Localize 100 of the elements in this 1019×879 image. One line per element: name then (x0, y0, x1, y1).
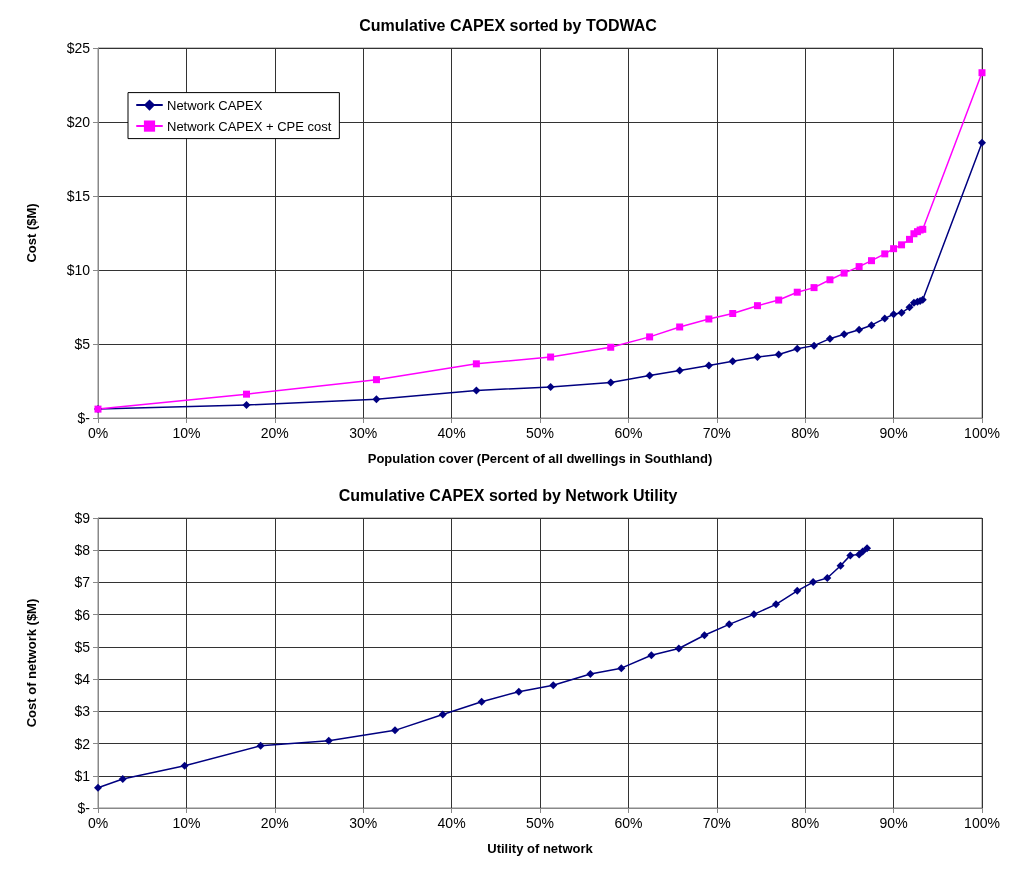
point (898, 241, 906, 249)
point (897, 308, 906, 317)
point (840, 269, 848, 277)
point (823, 573, 832, 582)
y-tick-label: $20 (66, 114, 91, 130)
point (472, 386, 481, 395)
y-tick-label: $5 (74, 336, 91, 352)
point (867, 321, 876, 330)
point (391, 726, 400, 735)
x-tick-label: 50% (525, 425, 555, 441)
point (676, 323, 684, 331)
point (606, 378, 615, 387)
point (549, 681, 558, 690)
point (94, 783, 102, 792)
point (725, 620, 734, 629)
legend-label: Network CAPEX (167, 97, 263, 113)
point (704, 361, 713, 370)
point (586, 669, 595, 678)
point (675, 366, 684, 375)
point (546, 382, 555, 391)
x-tick-label: 10% (172, 815, 201, 831)
y-tick-label: $10 (66, 262, 91, 278)
y-tick-label: $4 (74, 671, 91, 688)
point (547, 353, 555, 361)
y-tick-label: $15 (66, 188, 91, 204)
point (855, 325, 864, 334)
point (906, 235, 914, 243)
y-tick-label: $- (77, 410, 91, 426)
y-axis-title: Cost of network ($M) (24, 598, 39, 728)
y-tick-label: $2 (74, 735, 91, 752)
point (118, 775, 127, 783)
x-tick-label: 20% (260, 425, 289, 441)
point (324, 736, 333, 745)
y-tick-label: $25 (66, 40, 91, 56)
point (372, 395, 381, 404)
x-tick-label: 50% (525, 815, 555, 831)
point (978, 69, 986, 77)
point (700, 631, 709, 640)
point (810, 341, 819, 350)
x-tick-label: 100% (964, 815, 1000, 831)
point (607, 343, 615, 351)
y-tick-label: $- (77, 800, 91, 816)
y-tick-label: $1 (74, 767, 91, 784)
y-tick-label: $5 (74, 638, 91, 655)
point (826, 276, 834, 284)
chart-title: Cumulative CAPEX sorted by Network Utility (338, 486, 678, 504)
point (855, 263, 863, 271)
x-axis-title: Utility of network (487, 841, 594, 856)
point (372, 376, 380, 384)
y-tick-label: $8 (74, 542, 91, 559)
point (477, 697, 486, 706)
x-tick-label: 0% (87, 815, 109, 831)
x-tick-label: 80% (791, 425, 820, 441)
x-tick-label: 30% (349, 815, 378, 831)
x-tick-label: 60% (614, 815, 643, 831)
point (674, 644, 683, 653)
x-tick-label: 90% (879, 815, 908, 831)
y-tick-label: $3 (74, 703, 91, 720)
point (846, 551, 855, 560)
point (646, 333, 654, 341)
point (243, 390, 251, 398)
point (753, 353, 762, 362)
point (825, 334, 834, 343)
legend-label: Network CAPEX + CPE cost (167, 118, 332, 134)
point (774, 350, 783, 359)
point (840, 330, 849, 339)
point (793, 288, 801, 296)
point (438, 710, 447, 719)
point (772, 600, 781, 609)
point (647, 651, 656, 660)
point (905, 303, 914, 312)
y-tick-label: $9 (74, 510, 91, 526)
point (256, 741, 265, 750)
point (889, 310, 898, 319)
y-tick-label: $7 (74, 574, 91, 591)
y-axis-title: Cost ($M) (24, 203, 39, 263)
point (881, 250, 889, 258)
point (729, 310, 737, 318)
point (705, 315, 713, 323)
point (645, 371, 654, 380)
point (472, 360, 480, 368)
x-tick-label: 40% (437, 815, 466, 831)
point (868, 257, 875, 265)
x-tick-label: 80% (791, 815, 820, 831)
point (514, 687, 523, 696)
point (863, 544, 872, 553)
point (809, 578, 818, 587)
point (180, 761, 189, 770)
x-tick-label: 60% (614, 425, 643, 441)
point (617, 664, 626, 673)
point (242, 400, 251, 409)
x-tick-label: 10% (172, 425, 201, 441)
x-tick-label: 100% (964, 425, 1000, 441)
point (978, 138, 986, 147)
chart-title: Cumulative CAPEX sorted by TODWAC (359, 16, 658, 34)
point (793, 586, 802, 595)
x-tick-label: 70% (702, 425, 731, 441)
x-tick-label: 90% (879, 425, 908, 441)
point (793, 344, 802, 353)
point (775, 296, 783, 304)
